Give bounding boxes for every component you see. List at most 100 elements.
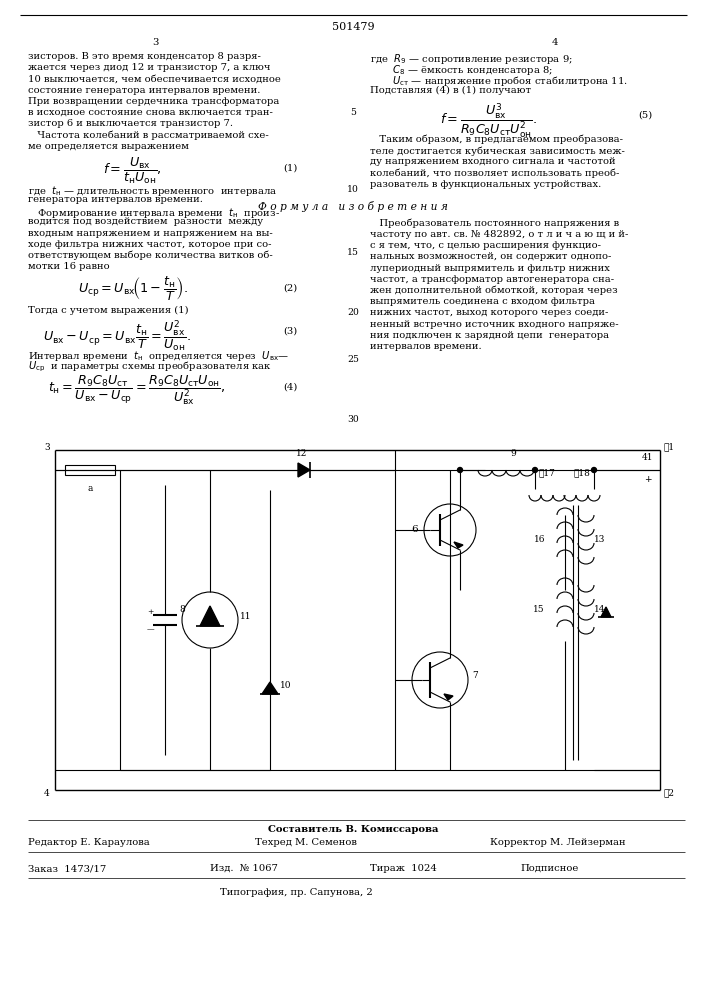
- Text: где  $t_\text{н}$ — длительность временного  интервала: где $t_\text{н}$ — длительность временно…: [28, 184, 277, 198]
- Text: нальных возможностей, он содержит однопо-: нальных возможностей, он содержит однопо…: [370, 252, 612, 261]
- Polygon shape: [454, 542, 463, 548]
- Text: ненный встречно источник входного напряже-: ненный встречно источник входного напряж…: [370, 320, 619, 329]
- Polygon shape: [200, 606, 220, 626]
- Text: 30: 30: [347, 415, 359, 424]
- Text: +: +: [147, 608, 153, 616]
- Text: Подписное: Подписное: [520, 864, 578, 873]
- Polygon shape: [262, 682, 278, 694]
- Text: $U_{\text{ср}} = U_{\text{вх}}\!\left(1 - \dfrac{t_{\text{н}}}{T}\right).$: $U_{\text{ср}} = U_{\text{вх}}\!\left(1 …: [78, 275, 188, 303]
- Polygon shape: [444, 694, 453, 700]
- Text: разователь в функциональных устройствах.: разователь в функциональных устройствах.: [370, 180, 601, 189]
- Text: 13: 13: [594, 536, 605, 544]
- Text: Формирование интервала времени  $t_\text{н}$  произ-: Формирование интервала времени $t_\text{…: [28, 206, 280, 220]
- Text: (4): (4): [283, 383, 298, 392]
- Text: входным напряжением и напряжением на вы-: входным напряжением и напряжением на вы-: [28, 229, 273, 238]
- Text: $U_{\text{вх}} - U_{\text{ср}} = U_{\text{вх}}\dfrac{t_{\text{н}}}{T} = \dfrac{U: $U_{\text{вх}} - U_{\text{ср}} = U_{\tex…: [43, 319, 191, 354]
- Text: ∅2: ∅2: [663, 788, 674, 798]
- Text: 16: 16: [534, 536, 545, 544]
- Text: Подставляя (4) в (1) получают: Подставляя (4) в (1) получают: [370, 86, 531, 95]
- Text: $f = \dfrac{U_{\text{вх}}}{t_{\text{н}}U_{\text{он}}},$: $f = \dfrac{U_{\text{вх}}}{t_{\text{н}}U…: [103, 156, 162, 186]
- Text: Техред М. Семенов: Техред М. Семенов: [255, 838, 357, 847]
- Text: 10: 10: [280, 680, 291, 690]
- Text: Частота колебаний в рассматриваемой схе-: Частота колебаний в рассматриваемой схе-: [28, 130, 269, 140]
- Text: 501479: 501479: [332, 22, 374, 32]
- Text: водится под воздействием  разности  между: водится под воздействием разности между: [28, 217, 263, 226]
- Text: 4: 4: [45, 788, 50, 798]
- Text: 15: 15: [533, 605, 545, 614]
- Text: зисторов. В это время конденсатор 8 разря-: зисторов. В это время конденсатор 8 разр…: [28, 52, 261, 61]
- Text: 25: 25: [347, 355, 359, 364]
- Text: мотки 16 равно: мотки 16 равно: [28, 262, 110, 271]
- Text: 7: 7: [472, 670, 478, 680]
- Text: жен дополнительной обмоткой, которая через: жен дополнительной обмоткой, которая чер…: [370, 286, 618, 295]
- Text: —: —: [147, 625, 155, 633]
- Text: $U_\text{ср}$  и параметры схемы преобразователя как: $U_\text{ср}$ и параметры схемы преобраз…: [28, 360, 272, 374]
- Text: частот, а трансформатор автогенератора сна-: частот, а трансформатор автогенератора с…: [370, 275, 614, 284]
- Text: Интервал времени  $t_\text{н}$  определяется через  $U_\text{вх}$—: Интервал времени $t_\text{н}$ определяет…: [28, 349, 289, 363]
- Text: 15: 15: [347, 248, 359, 257]
- Text: 20: 20: [347, 308, 359, 317]
- Text: 6: 6: [411, 526, 419, 534]
- Text: Корректор М. Лейзерман: Корректор М. Лейзерман: [490, 838, 626, 847]
- Text: Ф о р м у л а   и з о б р е т е н и я: Ф о р м у л а и з о б р е т е н и я: [258, 201, 448, 212]
- Text: выпрямитель соединена с входом фильтра: выпрямитель соединена с входом фильтра: [370, 297, 595, 306]
- Text: 41: 41: [642, 453, 654, 462]
- Text: а: а: [87, 484, 93, 493]
- Text: Тираж  1024: Тираж 1024: [370, 864, 437, 873]
- Text: Типография, пр. Сапунова, 2: Типография, пр. Сапунова, 2: [220, 888, 373, 897]
- Text: в исходное состояние снова включается тран-: в исходное состояние снова включается тр…: [28, 108, 273, 117]
- Text: 3: 3: [152, 38, 158, 47]
- Text: где  $R_9$ — сопротивление резистора 9;: где $R_9$ — сопротивление резистора 9;: [370, 52, 573, 66]
- Text: 10 выключается, чем обеспечивается исходное: 10 выключается, чем обеспечивается исход…: [28, 74, 281, 83]
- Text: частоту по авт. св. № 482892, о т л и ч а ю щ и й-: частоту по авт. св. № 482892, о т л и ч …: [370, 230, 629, 239]
- Text: Заказ  1473/17: Заказ 1473/17: [28, 864, 106, 873]
- Text: 3: 3: [45, 442, 50, 452]
- Text: 14: 14: [594, 605, 605, 614]
- Text: 10: 10: [347, 185, 359, 194]
- Text: жается через диод 12 и транзистор 7, а ключ: жается через диод 12 и транзистор 7, а к…: [28, 63, 271, 72]
- Text: ∅1: ∅1: [663, 442, 674, 452]
- Circle shape: [592, 468, 597, 473]
- Text: зистор 6 и выключается транзистор 7.: зистор 6 и выключается транзистор 7.: [28, 119, 233, 128]
- Text: (2): (2): [283, 283, 297, 292]
- Text: ходе фильтра нижних частот, которое при со-: ходе фильтра нижних частот, которое при …: [28, 240, 271, 249]
- Text: ∅17: ∅17: [539, 468, 556, 477]
- Text: При возвращении сердечника трансформатора: При возвращении сердечника трансформатор…: [28, 97, 279, 106]
- Text: состояние генератора интервалов времени.: состояние генератора интервалов времени.: [28, 86, 260, 95]
- Text: 11: 11: [240, 612, 252, 621]
- Text: Редактор Е. Караулова: Редактор Е. Караулова: [28, 838, 150, 847]
- Text: $C_8$ — ёмкость конденсатора 8;: $C_8$ — ёмкость конденсатора 8;: [370, 63, 553, 77]
- Text: $U_\text{ст}$ — напряжение пробоя стабилитрона 11.: $U_\text{ст}$ — напряжение пробоя стабил…: [370, 74, 628, 88]
- Text: 12: 12: [296, 449, 308, 458]
- Text: (1): (1): [283, 164, 298, 173]
- Text: 5: 5: [350, 108, 356, 117]
- Text: колебаний, что позволяет использовать преоб-: колебаний, что позволяет использовать пр…: [370, 168, 619, 178]
- Text: Таким образом, в предлагаемом преобразова-: Таким образом, в предлагаемом преобразов…: [370, 135, 623, 144]
- Text: ния подключен к зарядной цепи  генератора: ния подключен к зарядной цепи генератора: [370, 331, 609, 340]
- Text: Изд.  № 1067: Изд. № 1067: [210, 864, 278, 873]
- Text: 4: 4: [551, 38, 559, 47]
- Text: +: +: [644, 475, 652, 484]
- Text: теле достигается кубическая зависимость меж-: теле достигается кубическая зависимость …: [370, 146, 625, 155]
- Text: ответствующем выборе количества витков об-: ответствующем выборе количества витков о…: [28, 251, 273, 260]
- Text: 8: 8: [179, 605, 185, 614]
- Polygon shape: [601, 607, 611, 617]
- Text: $f = \dfrac{U_{\text{вх}}^3}{R_9C_8U_{\text{ст}}U_{\text{он}}^2}.$: $f = \dfrac{U_{\text{вх}}^3}{R_9C_8U_{\t…: [440, 101, 537, 140]
- Text: ду напряжением входного сигнала и частотой: ду напряжением входного сигнала и частот…: [370, 157, 616, 166]
- Text: нижних частот, выход которого через соеди-: нижних частот, выход которого через соед…: [370, 308, 609, 317]
- Text: Преобразователь постоянного напряжения в: Преобразователь постоянного напряжения в: [370, 219, 619, 228]
- Text: с я тем, что, с целью расширения функцио-: с я тем, что, с целью расширения функцио…: [370, 241, 601, 250]
- Text: ∅18: ∅18: [573, 468, 590, 477]
- Text: интервалов времени.: интервалов времени.: [370, 342, 481, 351]
- Text: 9: 9: [510, 449, 516, 458]
- Text: (3): (3): [283, 327, 297, 336]
- Text: генератора интервалов времени.: генератора интервалов времени.: [28, 195, 203, 204]
- Bar: [65, 465, 115, 475]
- Circle shape: [532, 468, 537, 473]
- Text: $t_{\text{н}} = \dfrac{R_9C_8U_{\text{ст}}}{U_{\text{вх}} - U_{\text{ср}}} = \df: $t_{\text{н}} = \dfrac{R_9C_8U_{\text{ст…: [48, 373, 226, 407]
- Circle shape: [457, 468, 462, 473]
- Text: ме определяется выражением: ме определяется выражением: [28, 142, 189, 151]
- Text: (5): (5): [638, 111, 653, 120]
- Text: Составитель В. Комиссарова: Составитель В. Комиссарова: [268, 825, 438, 834]
- Text: Тогда с учетом выражения (1): Тогда с учетом выражения (1): [28, 305, 189, 315]
